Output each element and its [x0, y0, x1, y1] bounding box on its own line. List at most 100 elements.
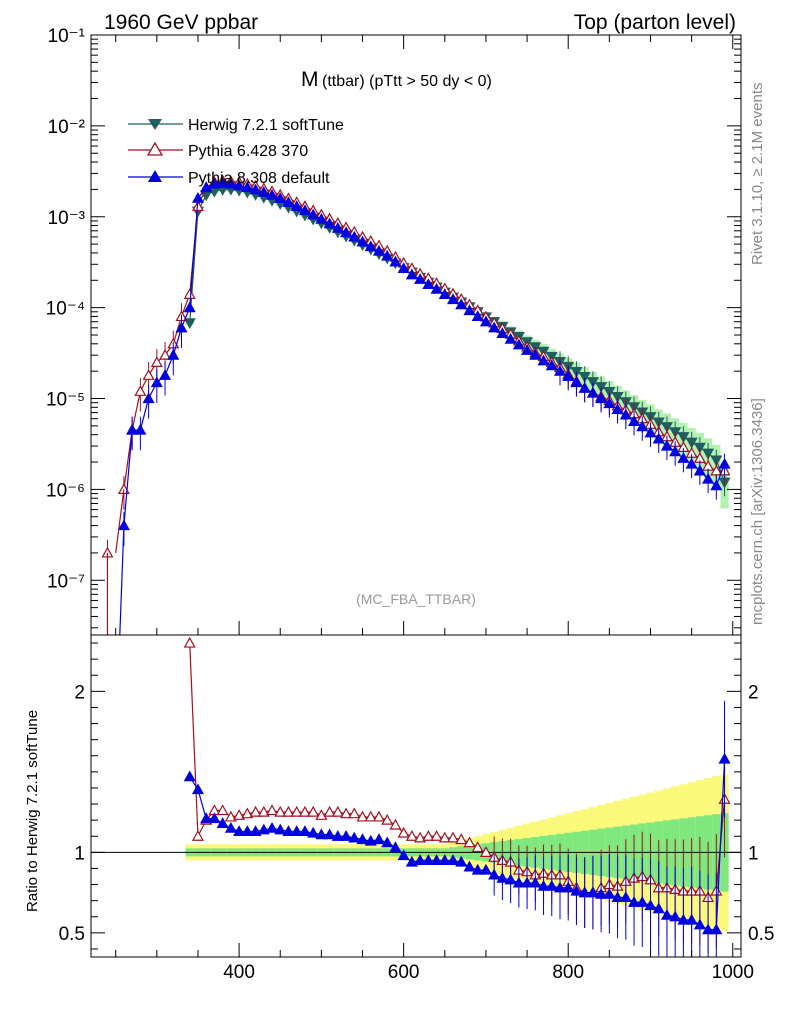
point-pythia8: [422, 278, 435, 290]
point-pythia8: [718, 457, 731, 469]
ratio-point-pythia8: [586, 886, 599, 898]
point-pythia6: [134, 385, 147, 396]
point-pythia8: [191, 191, 204, 203]
ratio-point-pythia6: [307, 805, 320, 817]
ratio-point-pythia8: [372, 833, 385, 845]
main-plot-series: [101, 174, 731, 636]
point-pythia8: [290, 200, 303, 212]
ratio-point-pythia8: [562, 881, 575, 893]
point-pythia8: [265, 188, 279, 200]
point-pythia8: [381, 249, 394, 261]
point-pythia8: [463, 304, 476, 316]
point-pythia8: [521, 343, 534, 355]
point-pythia6: [183, 288, 196, 299]
point-pythia8: [537, 354, 550, 366]
point-pythia8: [126, 423, 139, 435]
legend-herwig-marker-icon: [148, 119, 162, 130]
ratio-y-tick-label-right: 2: [748, 682, 759, 703]
y-tick-label: 10⁻⁵: [46, 390, 85, 411]
point-pythia8: [224, 177, 237, 189]
ratio-point-pythia8: [282, 825, 295, 837]
ratio-point-pythia6: [430, 830, 443, 841]
ratio-point-pythia8: [381, 836, 394, 848]
point-pythia8: [405, 268, 418, 280]
point-pythia8: [603, 397, 616, 409]
point-pythia8: [315, 212, 328, 224]
ratio-point-pythia8: [660, 908, 673, 920]
ratio-point-pythia8: [414, 854, 427, 865]
ratio-point-pythia6: [479, 846, 492, 857]
point-pythia8: [257, 186, 270, 197]
ratio-point-pythia8: [290, 825, 303, 837]
point-pythia6: [159, 348, 172, 360]
point-pythia8: [693, 464, 706, 476]
legend-pythia6-marker-icon: [146, 141, 164, 156]
energy-label: 1960 GeV ppbar: [104, 11, 258, 34]
y-tick-label: 10⁻⁷: [47, 571, 85, 592]
point-pythia8: [652, 432, 665, 444]
ratio-point-pythia8: [340, 830, 353, 841]
ratio-point-pythia8: [447, 854, 460, 865]
point-pythia8: [488, 321, 501, 333]
ratio-point-pythia8: [183, 770, 196, 782]
ratio-point-pythia6: [274, 805, 287, 817]
ratio-point-pythia6: [348, 807, 361, 819]
point-pythia8: [389, 255, 402, 267]
point-pythia8: [397, 262, 410, 274]
point-pythia8: [274, 192, 287, 204]
ratio-point-pythia8: [274, 823, 287, 835]
ratio-point-pythia6: [356, 810, 369, 822]
series-line-pythia8-tail: [119, 525, 125, 636]
ratio-point-pythia8: [685, 913, 698, 925]
ratio-point-pythia8: [603, 887, 616, 899]
ratio-point-pythia8: [644, 899, 657, 911]
process-label: Top (parton level): [574, 11, 736, 34]
ratio-point-pythia6: [282, 805, 295, 817]
series-line-pythia6-gap: [115, 489, 125, 554]
ratio-point-pythia8: [521, 876, 534, 888]
ratio-point-pythia8: [636, 896, 649, 907]
ratio-point-pythia6: [191, 830, 204, 841]
ratio-point-pythia8: [364, 834, 377, 846]
ratio-point-pythia8: [545, 879, 558, 891]
point-herwig: [693, 442, 706, 454]
point-pythia8: [331, 221, 344, 233]
ratio-point-pythia6: [364, 810, 377, 822]
point-pythia8: [348, 230, 361, 242]
point-pythia8: [159, 369, 172, 380]
point-pythia8: [504, 332, 517, 344]
point-pythia8: [364, 240, 377, 252]
point-pythia8: [208, 177, 221, 189]
ratio-point-pythia8: [628, 896, 641, 907]
point-pythia8: [685, 457, 698, 469]
legend-pythia8-marker-icon: [148, 170, 162, 182]
legend-pythia8-label: Pythia 8.308 default: [188, 170, 330, 187]
ratio-point-pythia8: [702, 923, 715, 935]
ratio-point-pythia8: [693, 918, 706, 930]
ratio-point-pythia8: [537, 879, 550, 891]
ratio-point-pythia8: [677, 913, 690, 925]
ratio-point-pythia6: [438, 831, 451, 843]
point-pythia8: [233, 179, 246, 191]
ratio-point-pythia8: [356, 833, 369, 845]
point-pythia8: [512, 338, 525, 350]
ratio-point-pythia8: [718, 752, 731, 764]
point-pythia8: [595, 392, 608, 404]
point-pythia8: [447, 293, 460, 305]
ratio-point-pythia6: [405, 830, 418, 841]
ratio-point-pythia8: [471, 863, 484, 875]
ratio-point-pythia8: [619, 891, 632, 903]
point-pythia8: [660, 439, 673, 451]
ratio-point-pythia8: [233, 825, 246, 837]
ratio-point-pythia6: [372, 810, 385, 822]
x-tick-label: 1000: [712, 962, 754, 983]
point-pythia8: [142, 392, 155, 404]
point-pythia8: [545, 359, 558, 371]
point-pythia8: [134, 423, 147, 435]
point-pythia8: [578, 381, 591, 393]
point-pythia8: [611, 403, 624, 414]
ratio-point-pythia6: [381, 813, 394, 825]
ratio-point-pythia6: [249, 805, 262, 817]
ratio-point-pythia6: [471, 841, 484, 853]
mcplots-label: mcplots.cern.ch [arXiv:1306.3436]: [749, 398, 766, 625]
